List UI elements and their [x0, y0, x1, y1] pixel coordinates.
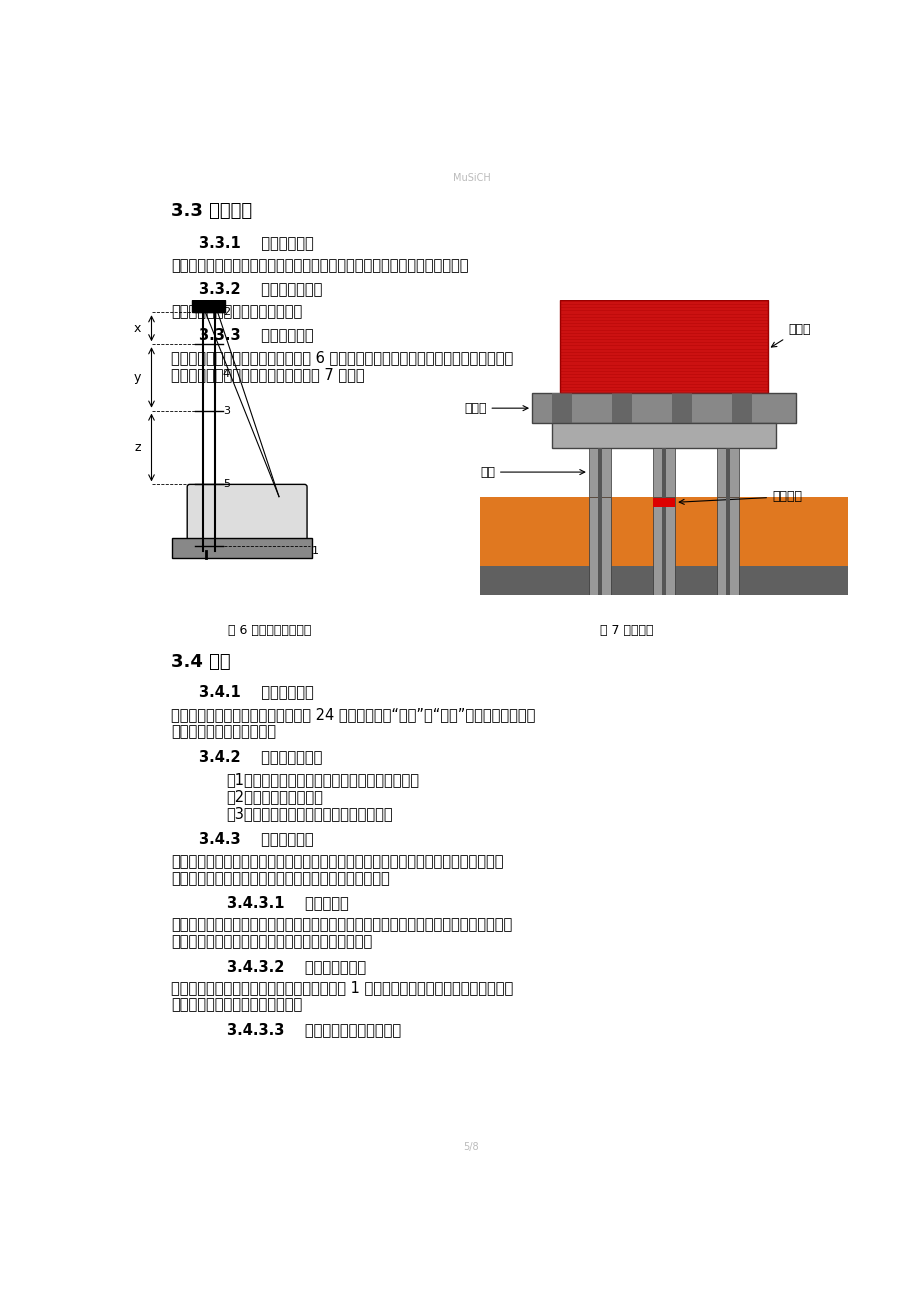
- Text: 3.3.1    主要表现形式: 3.3.1 主要表现形式: [199, 234, 313, 250]
- Text: z: z: [135, 441, 142, 454]
- Bar: [597, 448, 602, 595]
- Bar: [716, 496, 738, 595]
- Bar: [671, 393, 691, 423]
- Bar: [480, 565, 847, 595]
- Bar: [725, 496, 730, 595]
- Text: 3: 3: [222, 406, 230, 415]
- Bar: [732, 393, 751, 423]
- Text: 3.4.3.2    机械故障或停电: 3.4.3.2 机械故障或停电: [226, 960, 366, 974]
- Text: 始施工处和终止施工处做好标记，待适当时候补强处理。: 始施工处和终止施工处做好标记，待适当时候补强处理。: [171, 871, 389, 887]
- Text: 在钒不进时，判断其原因是由于障碍物而造成时，则根据其埋深由普通挖掘机直接挖除、: 在钒不进时，判断其原因是由于障碍物而造成时，则根据其埋深由普通挖掘机直接挖除、: [171, 917, 512, 932]
- Text: 长臂挖掘机放坡挖除、冲击钒冲击等施工方法清除。: 长臂挖掘机放坡挖除、冲击钒冲击等施工方法清除。: [171, 934, 371, 949]
- Text: 3.4.3    主要治理措施: 3.4.3 主要治理措施: [199, 832, 313, 846]
- Text: 5: 5: [222, 479, 230, 490]
- Text: 3.3.3    主要治理措施: 3.3.3 主要治理措施: [199, 327, 313, 342]
- Text: 在施工前，逐段取钒杆的长度，如图 6 所示，并在钒进时按照此长度推算设计底标高，: 在施工前，逐段取钒杆的长度，如图 6 所示，并在钒进时按照此长度推算设计底标高，: [171, 350, 513, 366]
- Text: 3.4.1    主要表现形式: 3.4.1 主要表现形式: [199, 684, 313, 699]
- Text: 机械进行检修，保证其正常运行。在现场配置 1 台功率大于搞拌桔机组用电负荷的发电: 机械进行检修，保证其正常运行。在现场配置 1 台功率大于搞拌桔机组用电负荷的发电: [171, 980, 513, 995]
- Text: y: y: [134, 371, 142, 384]
- Bar: [588, 496, 610, 595]
- Text: 钒杆: 钒杆: [480, 466, 584, 479]
- Text: 未起到护壁或止水等作用。: 未起到护壁或止水等作用。: [171, 724, 276, 738]
- Text: 相邻三轴水泥土搞拌桔施工间歇超过 24 小时，未形成“套接”及“搭接”的有效组接形式，: 相邻三轴水泥土搞拌桔施工间歇超过 24 小时，未形成“套接”及“搭接”的有效组接…: [171, 707, 535, 721]
- Text: 3.4 冷缝: 3.4 冷缝: [171, 652, 230, 671]
- Bar: [560, 299, 767, 393]
- Text: 3.4.3.3    其他施工需要而人为安排: 3.4.3.3 其他施工需要而人为安排: [226, 1022, 401, 1038]
- Text: 3.3 桔长不足: 3.3 桔长不足: [171, 202, 252, 220]
- Text: 支撑架: 支撑架: [463, 401, 528, 414]
- Bar: [551, 423, 775, 448]
- Text: MuSiCH: MuSiCH: [452, 173, 490, 184]
- Bar: [531, 393, 795, 423]
- Bar: [597, 496, 602, 595]
- Bar: [725, 448, 730, 595]
- Text: 红油漆环: 红油漆环: [678, 490, 801, 504]
- Text: （1）遇到深层（普通挖掘机难以触及）障碍物；: （1）遇到深层（普通挖掘机难以触及）障碍物；: [226, 772, 419, 788]
- Bar: [551, 393, 572, 423]
- Text: 3.4.3.1    清除障碍物: 3.4.3.1 清除障碍物: [226, 896, 348, 910]
- Text: 5/8: 5/8: [463, 1142, 479, 1152]
- Text: 机，以应对停电造成的施工间断。: 机，以应对停电造成的施工间断。: [171, 997, 301, 1012]
- FancyBboxPatch shape: [187, 484, 307, 543]
- Text: 4: 4: [222, 368, 230, 379]
- Text: 2: 2: [222, 307, 230, 318]
- Text: 3.3.2    产生的主要原因: 3.3.2 产生的主要原因: [199, 281, 322, 296]
- Bar: [172, 539, 312, 559]
- Bar: [652, 497, 675, 506]
- Bar: [588, 448, 610, 595]
- Text: 未有效控制搞拌桔的设计底标高。: 未有效控制搞拌桔的设计底标高。: [171, 305, 301, 319]
- Bar: [652, 448, 675, 595]
- Text: 图 7 桔长标记: 图 7 桔长标记: [599, 625, 652, 638]
- Text: 1: 1: [312, 546, 319, 556]
- Bar: [480, 496, 847, 565]
- Text: 动力头: 动力头: [770, 323, 810, 348]
- Text: x: x: [134, 322, 142, 335]
- Bar: [661, 496, 665, 595]
- Bar: [661, 448, 665, 595]
- Text: 地下连续墙成槽时在设计槽壁加固范围内出现缩颈或塌槽现象，甚或不成槽。: 地下连续墙成槽时在设计槽壁加固范围内出现缩颈或塌槽现象，甚或不成槽。: [171, 258, 468, 273]
- Text: 图 6 钒杆分段测量长度: 图 6 钒杆分段测量长度: [228, 625, 312, 638]
- Bar: [192, 299, 225, 312]
- Text: （2）机械故障或停电；: （2）机械故障或停电；: [226, 789, 323, 805]
- Text: 施工过程中一旦出现冷缝则采取在冷缝处补做搞拌桔或旋喷桔等技术措施。在搞拌桔初: 施工过程中一旦出现冷缝则采取在冷缝处补做搞拌桔或旋喷桔等技术措施。在搞拌桔初: [171, 854, 503, 870]
- Text: 3.4.2    产生的主要原因: 3.4.2 产生的主要原因: [199, 749, 322, 764]
- Text: 并将此位置用色圈标识在钒杆上，如图 7 所示。: 并将此位置用色圈标识在钒杆上，如图 7 所示。: [171, 367, 364, 383]
- Text: （3）由于其他施工需要而人为安排造成。: （3）由于其他施工需要而人为安排造成。: [226, 806, 392, 822]
- Bar: [716, 448, 738, 595]
- Bar: [652, 496, 675, 595]
- Bar: [611, 393, 631, 423]
